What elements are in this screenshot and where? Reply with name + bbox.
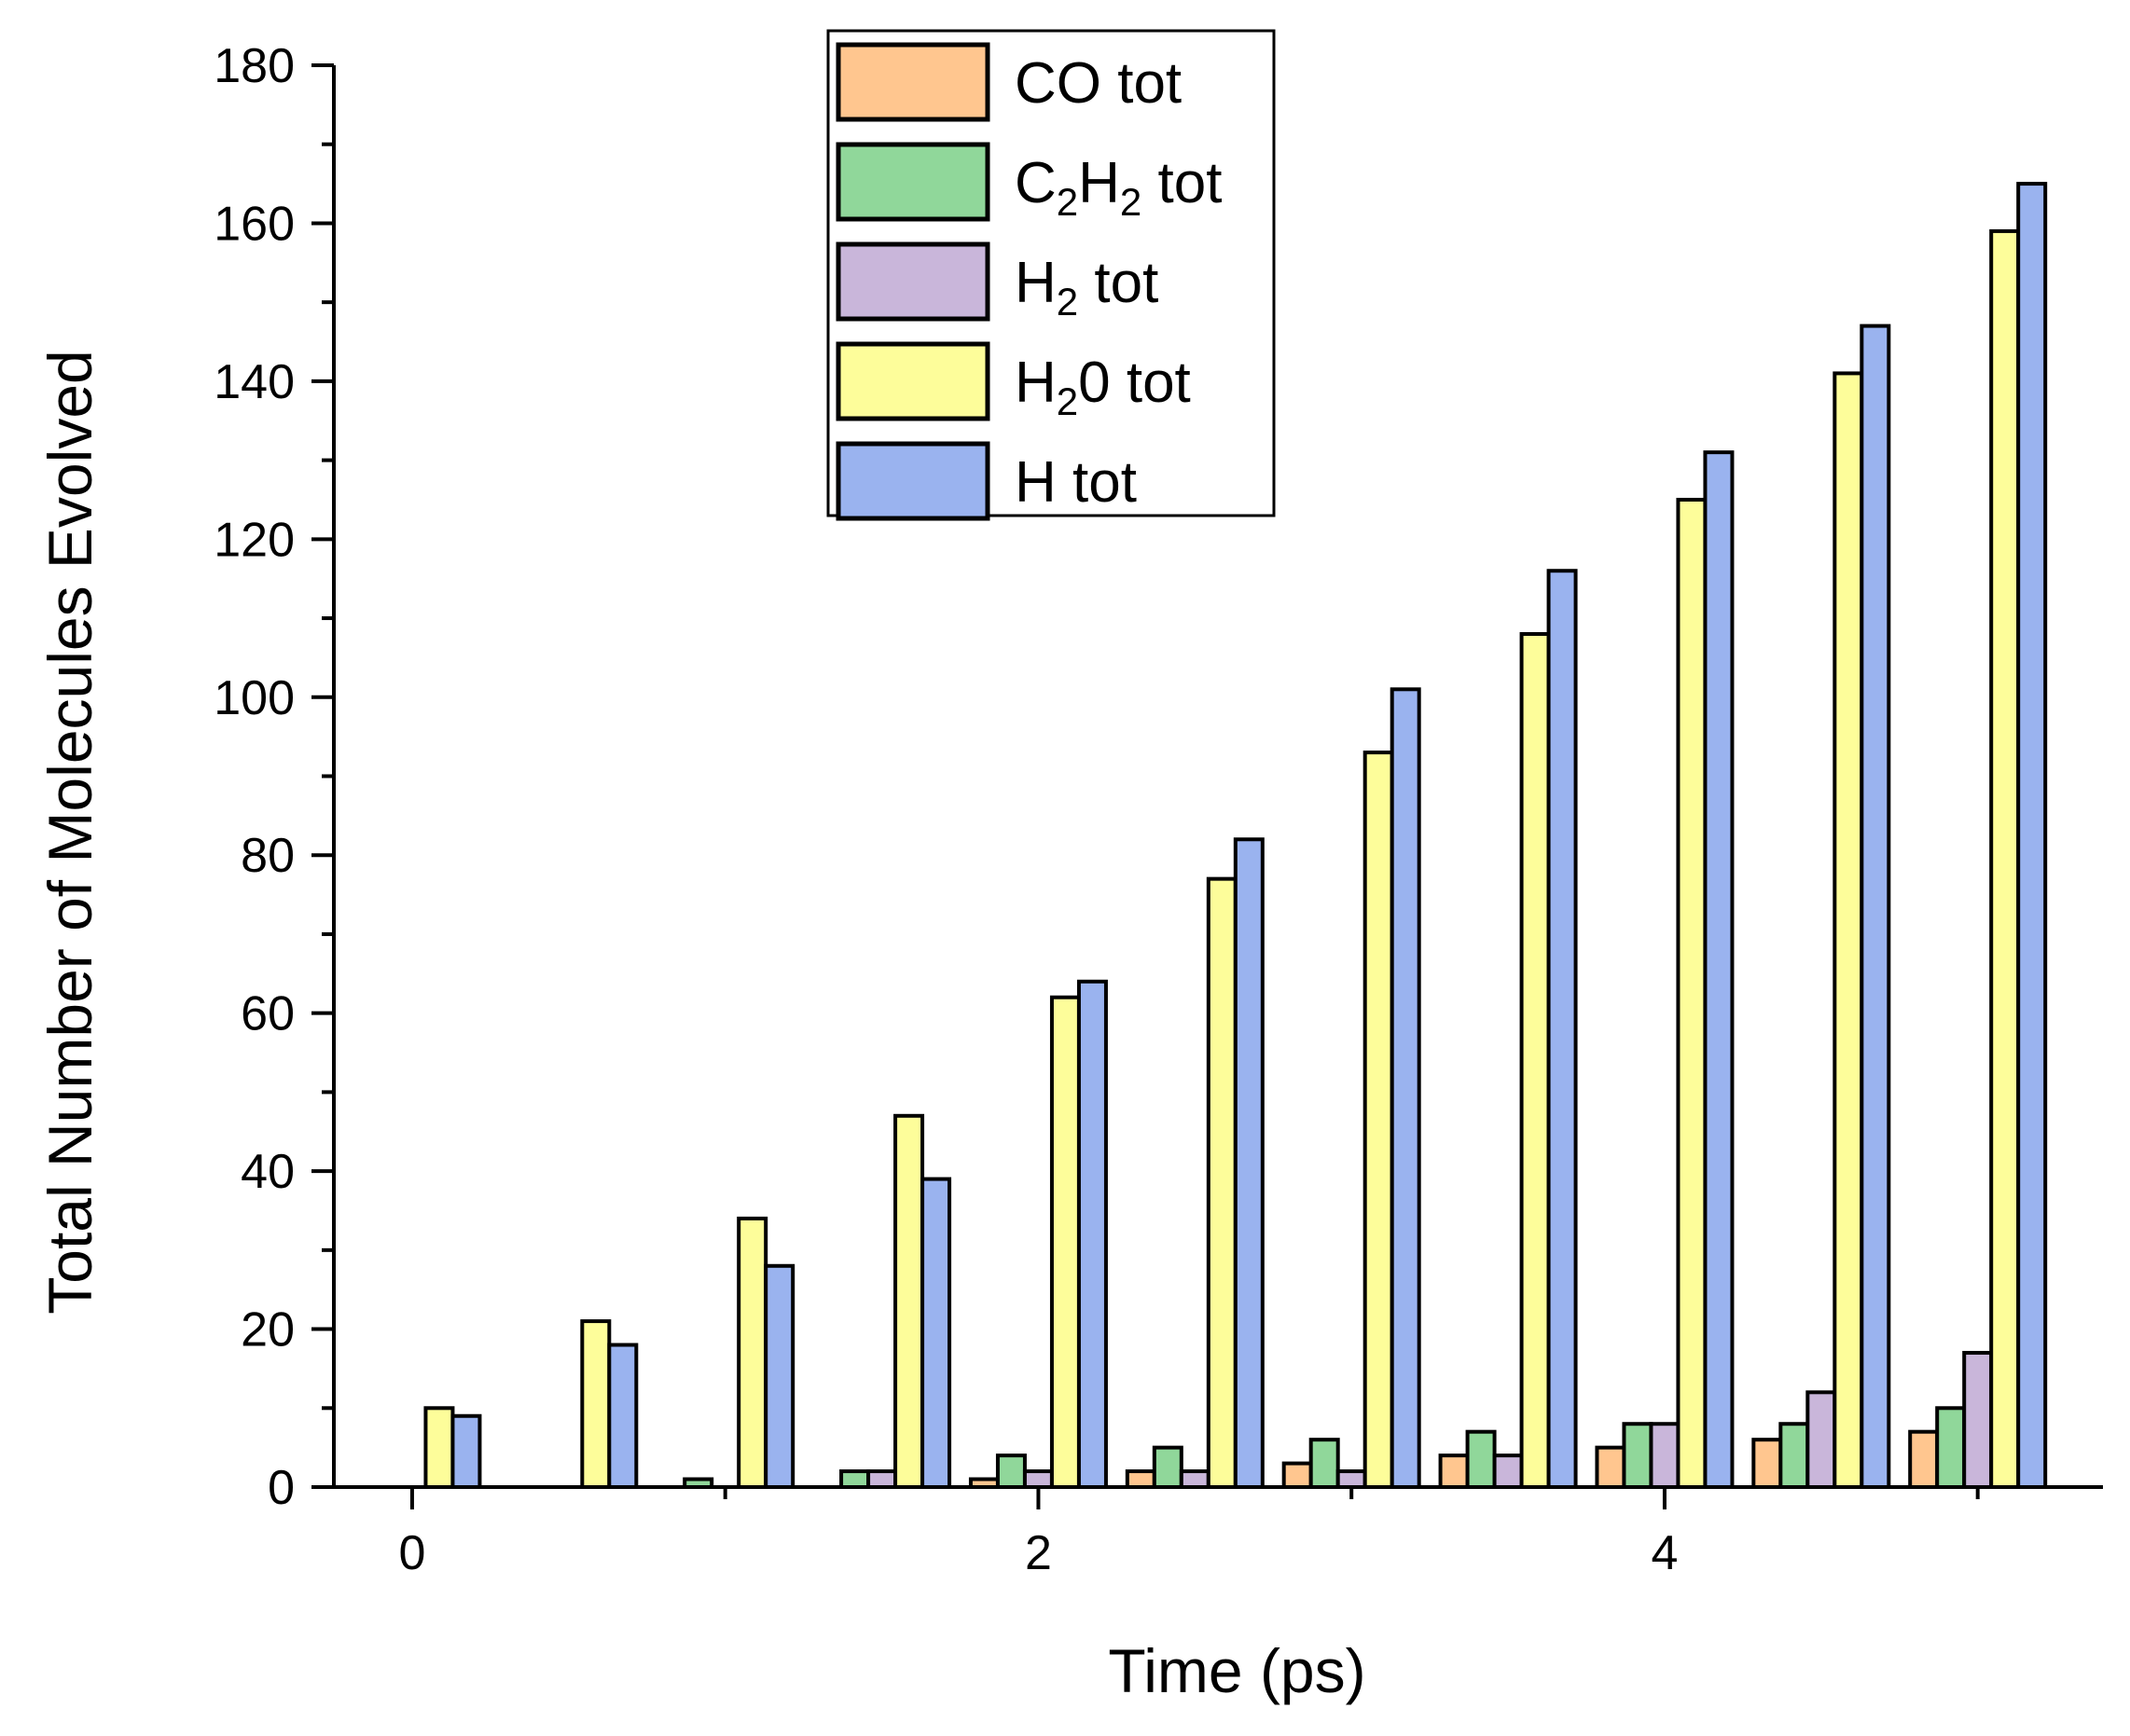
bar-h2-tot-t3.5 bbox=[1492, 1454, 1524, 1489]
legend-swatch-h20-tot bbox=[836, 341, 990, 421]
y-tick-label: 40 bbox=[241, 1145, 295, 1199]
bar-h-tot-t0.5 bbox=[607, 1343, 639, 1489]
bar-h20-tot-t1.5 bbox=[893, 1113, 925, 1489]
bar-c2h2-tot-t5 bbox=[1935, 1406, 1967, 1490]
bar-h2-tot-t2.5 bbox=[1179, 1469, 1210, 1489]
bar-h-tot-t5 bbox=[2016, 182, 2048, 1489]
legend-label-h-tot: H tot bbox=[1015, 450, 1137, 515]
y-tick-label: 0 bbox=[268, 1461, 295, 1515]
y-tick-label: 180 bbox=[214, 39, 295, 93]
legend-swatch-co-tot bbox=[836, 42, 990, 122]
bar-co-tot-t5 bbox=[1908, 1429, 1940, 1490]
y-tick-label: 100 bbox=[214, 671, 295, 725]
axes-group: 0 20 40 60 80 100 120 140 160 180 0 2 4 bbox=[214, 39, 2103, 1580]
legend-label-h20-tot: H20 tot bbox=[1015, 351, 1191, 423]
bar-h20-tot-t0 bbox=[423, 1406, 455, 1490]
legend-swatch-h-tot bbox=[836, 441, 990, 521]
bar-h20-tot-t0.5 bbox=[580, 1319, 612, 1490]
x-axis-title: Time (ps) bbox=[1108, 1636, 1365, 1705]
bar-co-tot-t3.5 bbox=[1438, 1454, 1470, 1489]
bar-co-tot-t4 bbox=[1595, 1445, 1626, 1490]
legend-label-c2h2-tot: C2H2 tot bbox=[1015, 151, 1222, 224]
bar-c2h2-tot-t4 bbox=[1622, 1422, 1653, 1489]
x-tick-label: 4 bbox=[1651, 1526, 1678, 1580]
bar-h-tot-t2.5 bbox=[1233, 837, 1265, 1489]
y-tick-label: 120 bbox=[214, 513, 295, 567]
bar-h20-tot-t3.5 bbox=[1519, 632, 1551, 1489]
bar-h-tot-t0 bbox=[450, 1413, 482, 1489]
bar-h20-tot-t1 bbox=[737, 1216, 768, 1489]
y-tick-label: 140 bbox=[214, 355, 295, 409]
y-tick-label: 80 bbox=[241, 829, 295, 883]
bar-h-tot-t4 bbox=[1703, 450, 1735, 1489]
bar-c2h2-tot-t2.5 bbox=[1152, 1445, 1183, 1490]
legend: CO tot C2H2 tot H2 tot H20 tot H tot bbox=[826, 29, 1276, 521]
bar-h2-tot-t5 bbox=[1962, 1350, 1994, 1489]
bar-h20-tot-t3 bbox=[1362, 751, 1394, 1489]
bar-h-tot-t2 bbox=[1076, 979, 1108, 1490]
y-tick-label: 60 bbox=[241, 987, 295, 1041]
bar-h-tot-t1 bbox=[764, 1263, 795, 1490]
bar-h-tot-t3.5 bbox=[1546, 569, 1578, 1489]
bar-co-tot-t2.5 bbox=[1125, 1469, 1156, 1489]
x-tick-label: 2 bbox=[1025, 1526, 1052, 1580]
bar-h2-tot-t2 bbox=[1022, 1469, 1054, 1489]
bar-h2-tot-t1.5 bbox=[866, 1469, 898, 1489]
legend-label-h2-tot: H2 tot bbox=[1015, 251, 1158, 324]
bars-group bbox=[423, 182, 2048, 1490]
bar-h20-tot-t2 bbox=[1049, 995, 1081, 1489]
bar-h-tot-t3 bbox=[1390, 687, 1421, 1489]
bar-c2h2-tot-t2 bbox=[995, 1454, 1027, 1489]
bar-co-tot-t4.5 bbox=[1751, 1438, 1783, 1489]
bar-co-tot-t3 bbox=[1281, 1461, 1313, 1490]
legend-label-co-tot: CO tot bbox=[1015, 51, 1182, 116]
bar-h20-tot-t5 bbox=[1989, 228, 2021, 1490]
y-axis-title: Total Number of Molecules Evolved bbox=[35, 350, 104, 1314]
bar-h20-tot-t2.5 bbox=[1206, 876, 1238, 1489]
bar-h20-tot-t4.5 bbox=[1833, 371, 1864, 1490]
bar-h-tot-t1.5 bbox=[920, 1177, 952, 1490]
bar-h2-tot-t4.5 bbox=[1805, 1390, 1837, 1490]
bar-h2-tot-t4 bbox=[1649, 1422, 1680, 1489]
bar-h-tot-t4.5 bbox=[1860, 324, 1891, 1489]
bar-c2h2-tot-t4.5 bbox=[1778, 1422, 1810, 1489]
bar-c2h2-tot-t1.5 bbox=[839, 1469, 871, 1489]
legend-swatch-c2h2-tot bbox=[836, 142, 990, 222]
legend-swatch-h2-tot bbox=[836, 241, 990, 322]
bar-h2-tot-t3 bbox=[1335, 1469, 1367, 1489]
y-tick-label: 160 bbox=[214, 197, 295, 251]
x-tick-label: 0 bbox=[398, 1526, 425, 1580]
bar-h20-tot-t4 bbox=[1676, 497, 1708, 1490]
y-tick-label: 20 bbox=[241, 1303, 295, 1357]
bar-c2h2-tot-t3.5 bbox=[1465, 1429, 1497, 1490]
bar-c2h2-tot-t3 bbox=[1308, 1438, 1340, 1489]
